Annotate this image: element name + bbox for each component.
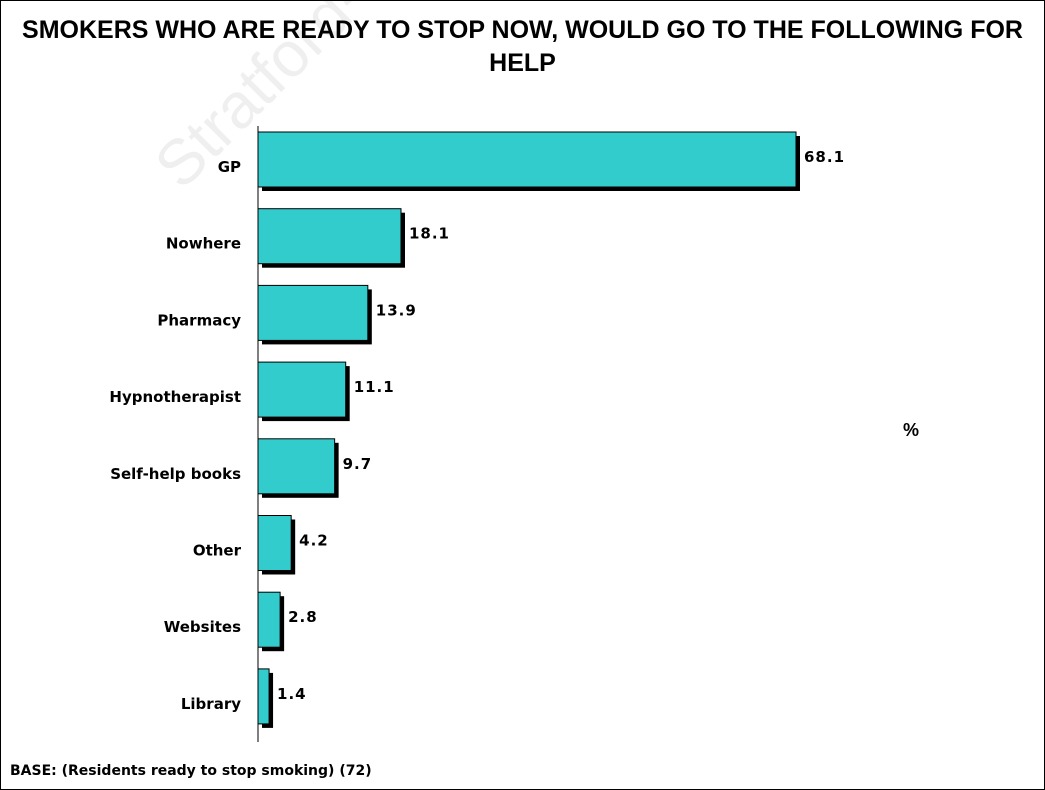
value-label: 68.1 [804, 148, 845, 166]
value-label: 4.2 [299, 532, 329, 550]
bar [257, 361, 347, 418]
bar [257, 208, 402, 265]
value-label: 13.9 [376, 301, 417, 319]
bar [257, 438, 336, 495]
chart-title: SMOKERS WHO ARE READY TO STOP NOW, WOULD… [22, 16, 1023, 77]
base-note: BASE: (Residents ready to stop smoking) … [10, 763, 372, 779]
value-label: 11.1 [354, 378, 395, 396]
category-label: Other [193, 542, 242, 560]
category-label: Self-help books [110, 465, 241, 483]
value-label: 1.4 [277, 685, 307, 703]
value-label: 9.7 [343, 455, 373, 473]
bar [257, 131, 797, 188]
bar [257, 591, 281, 648]
bar-group: GP 68.1 Nowhere 18.1 Pharmacy 13.9 Hypnotherap… [109, 131, 845, 728]
category-label: GP [218, 158, 241, 176]
category-label: Library [181, 695, 241, 713]
unit-label: % [903, 420, 920, 440]
value-label: 2.8 [288, 608, 318, 626]
category-label: Hypnotherapist [109, 388, 241, 406]
category-label: Websites [164, 618, 241, 636]
value-label: 18.1 [409, 225, 450, 243]
category-label: Nowhere [166, 235, 241, 253]
bar [257, 668, 270, 725]
bar [257, 515, 292, 571]
bar [257, 284, 369, 341]
category-label: Pharmacy [157, 311, 241, 329]
